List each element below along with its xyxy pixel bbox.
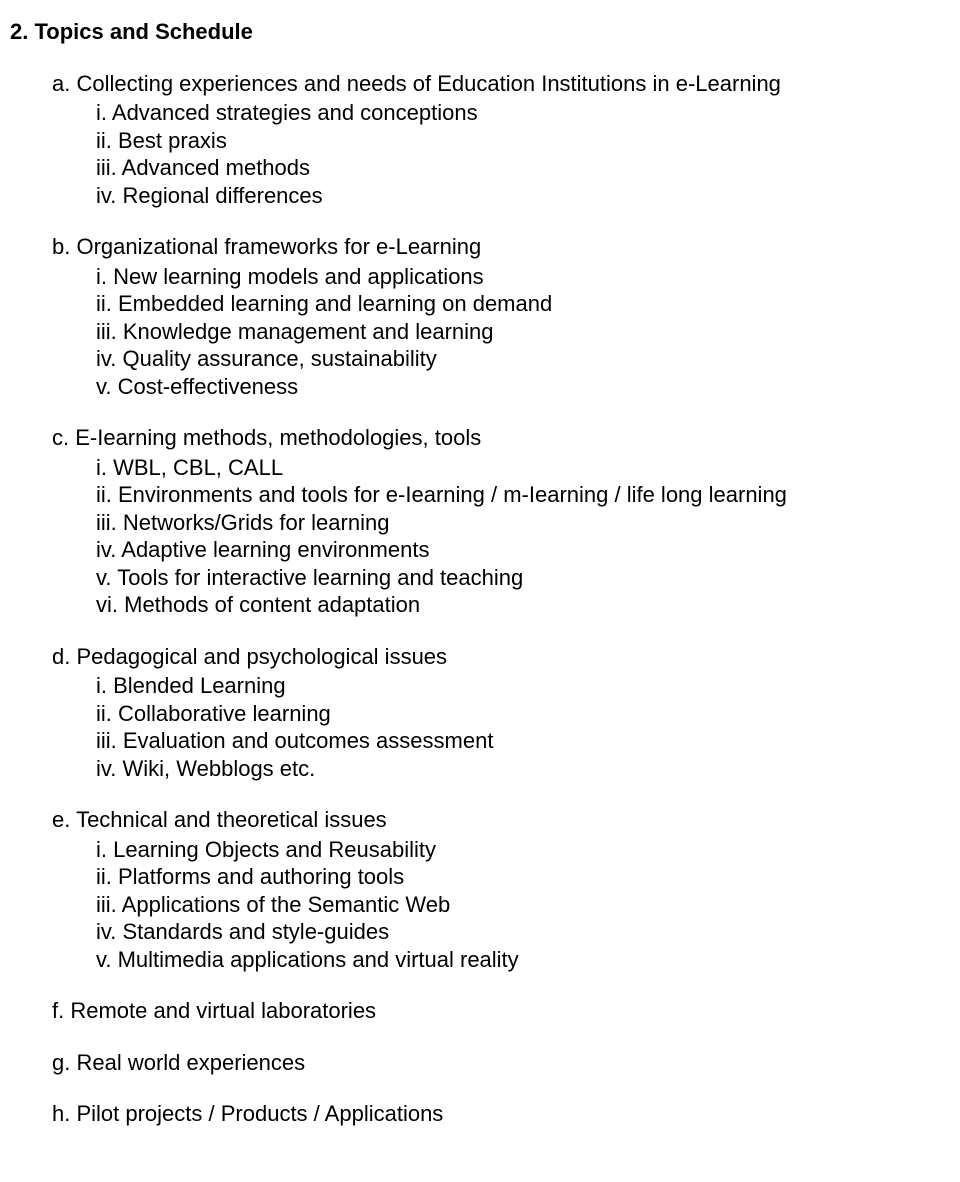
section-items: i. WBL, CBL, CALLii. Environments and to…: [96, 454, 960, 619]
list-item: iii. Networks/Grids for learning: [96, 509, 960, 537]
section-title: d. Pedagogical and psychological issues: [52, 643, 960, 671]
list-item: ii. Embedded learning and learning on de…: [96, 290, 960, 318]
page-heading: 2. Topics and Schedule: [10, 18, 960, 46]
section-title: a. Collecting experiences and needs of E…: [52, 70, 960, 98]
list-item: iii. Evaluation and outcomes assessment: [96, 727, 960, 755]
section: c. E-Iearning methods, methodologies, to…: [52, 424, 960, 619]
list-item: i. Advanced strategies and conceptions: [96, 99, 960, 127]
section-items: i. Blended Learningii. Collaborative lea…: [96, 672, 960, 782]
list-item: iv. Wiki, Webblogs etc.: [96, 755, 960, 783]
section: f. Remote and virtual laboratories: [52, 997, 960, 1025]
section-title: g. Real world experiences: [52, 1049, 960, 1077]
section: d. Pedagogical and psychological issuesi…: [52, 643, 960, 783]
list-item: ii. Environments and tools for e-Iearnin…: [96, 481, 960, 509]
section: h. Pilot projects / Products / Applicati…: [52, 1100, 960, 1128]
list-item: ii. Collaborative learning: [96, 700, 960, 728]
section-title: h. Pilot projects / Products / Applicati…: [52, 1100, 960, 1128]
section-items: i. Learning Objects and Reusabilityii. P…: [96, 836, 960, 974]
section-title: c. E-Iearning methods, methodologies, to…: [52, 424, 960, 452]
section-items: i. New learning models and applicationsi…: [96, 263, 960, 401]
list-item: iii. Knowledge management and learning: [96, 318, 960, 346]
list-item: iv. Regional differences: [96, 182, 960, 210]
section: g. Real world experiences: [52, 1049, 960, 1077]
list-item: i. Blended Learning: [96, 672, 960, 700]
list-item: iii. Applications of the Semantic Web: [96, 891, 960, 919]
sections-container: a. Collecting experiences and needs of E…: [0, 70, 960, 1128]
list-item: ii. Best praxis: [96, 127, 960, 155]
list-item: v. Tools for interactive learning and te…: [96, 564, 960, 592]
list-item: i. New learning models and applications: [96, 263, 960, 291]
list-item: v. Cost-effectiveness: [96, 373, 960, 401]
section: b. Organizational frameworks for e-Learn…: [52, 233, 960, 400]
list-item: ii. Platforms and authoring tools: [96, 863, 960, 891]
list-item: iv. Standards and style-guides: [96, 918, 960, 946]
list-item: iv. Quality assurance, sustainability: [96, 345, 960, 373]
list-item: v. Multimedia applications and virtual r…: [96, 946, 960, 974]
section-title: f. Remote and virtual laboratories: [52, 997, 960, 1025]
list-item: iv. Adaptive learning environments: [96, 536, 960, 564]
list-item: iii. Advanced methods: [96, 154, 960, 182]
list-item: i. WBL, CBL, CALL: [96, 454, 960, 482]
list-item: i. Learning Objects and Reusability: [96, 836, 960, 864]
section-title: e. Technical and theoretical issues: [52, 806, 960, 834]
section: e. Technical and theoretical issuesi. Le…: [52, 806, 960, 973]
section-title: b. Organizational frameworks for e-Learn…: [52, 233, 960, 261]
section: a. Collecting experiences and needs of E…: [52, 70, 960, 210]
section-items: i. Advanced strategies and conceptionsii…: [96, 99, 960, 209]
list-item: vi. Methods of content adaptation: [96, 591, 960, 619]
